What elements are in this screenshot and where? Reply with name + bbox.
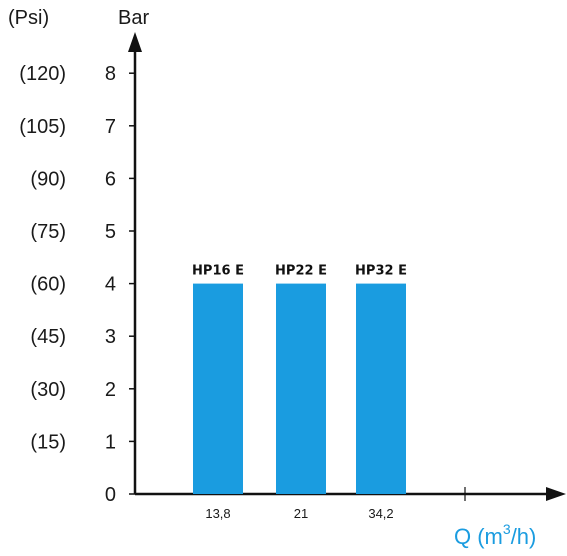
y-tick-psi-label: (30) [30,379,66,401]
bar-label: HP22 E [275,264,327,279]
x-axis-label-sup: 3 [503,521,511,537]
bar-label: HP16 E [192,264,244,279]
bar-label: HP32 E [355,264,407,279]
y-tick-label: 0 [105,484,116,506]
bar [193,283,243,494]
y-tick-label: 4 [105,274,116,296]
y-tick-psi-label: (120) [19,63,66,85]
bar [276,283,326,494]
x-axis-label-suffix: /h) [511,524,537,549]
y-axis-label: Bar [118,7,149,29]
y-tick-label: 7 [105,116,116,138]
x-axis-arrow-icon [546,487,566,501]
bar [356,283,406,494]
y-tick-psi-label: (90) [30,168,66,190]
y-tick-psi-label: (105) [19,116,66,138]
y-axis-arrow-icon [128,32,142,52]
y-tick-label: 1 [105,431,116,453]
y-tick-psi-label: (60) [30,274,66,296]
y-tick-label: 5 [105,221,116,243]
x-axis-label-prefix: Q (m [454,524,503,549]
y-tick-label: 3 [105,326,116,348]
x-tick-label: 21 [294,506,308,521]
y-tick-label: 8 [105,63,116,85]
x-axis-label: Q (m3/h) [454,521,536,549]
y-tick-psi-label: (15) [30,431,66,453]
y-tick-psi-label: (45) [30,326,66,348]
y-tick-psi-label: (75) [30,221,66,243]
x-tick-label: 13,8 [205,506,230,521]
x-tick-label: 34,2 [368,506,393,521]
y-tick-label: 2 [105,379,116,401]
y-tick-label: 6 [105,168,116,190]
y-axis-secondary-label: (Psi) [8,7,49,29]
